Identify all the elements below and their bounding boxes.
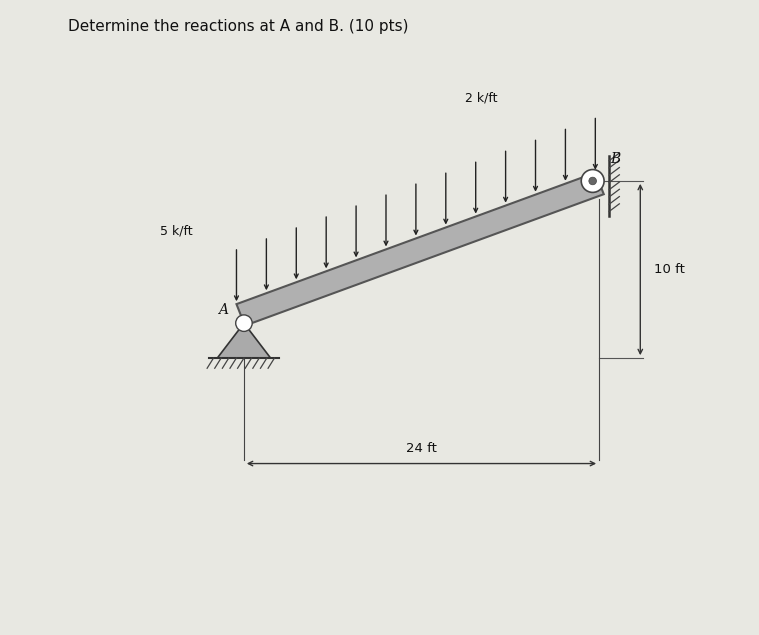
Text: 24 ft: 24 ft bbox=[406, 442, 437, 455]
Circle shape bbox=[581, 170, 604, 192]
Polygon shape bbox=[217, 323, 271, 358]
Circle shape bbox=[236, 315, 252, 331]
Text: A: A bbox=[219, 303, 228, 317]
Polygon shape bbox=[237, 173, 603, 326]
Text: 5 k/ft: 5 k/ft bbox=[160, 225, 193, 238]
Circle shape bbox=[589, 177, 597, 185]
Text: 2 k/ft: 2 k/ft bbox=[465, 91, 498, 105]
Text: Determine the reactions at A and B. (10 pts): Determine the reactions at A and B. (10 … bbox=[68, 19, 409, 34]
Text: 10 ft: 10 ft bbox=[654, 263, 685, 276]
Text: B: B bbox=[610, 152, 621, 166]
